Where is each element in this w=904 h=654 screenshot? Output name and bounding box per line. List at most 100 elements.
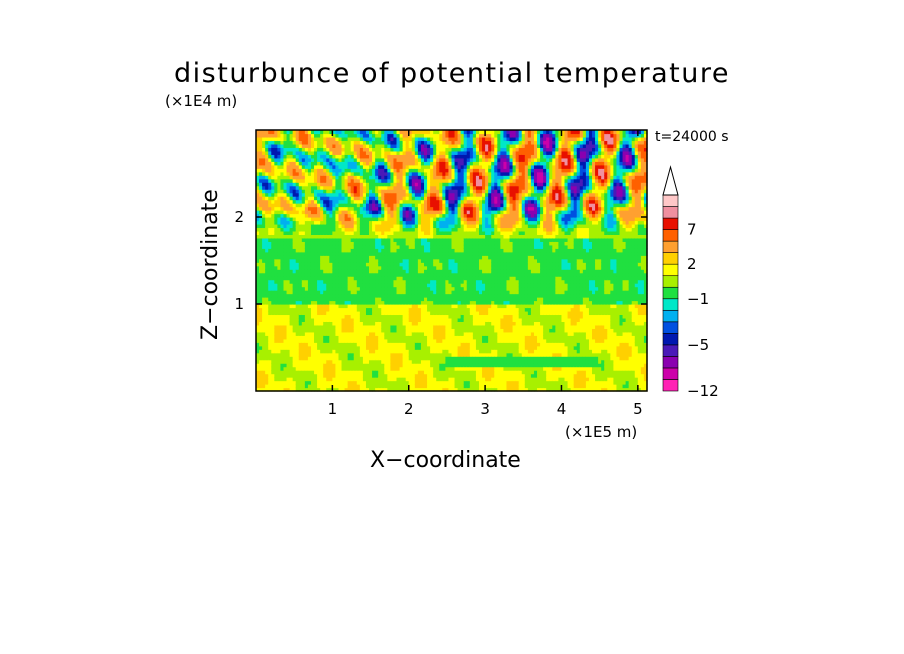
field-cell: [268, 356, 272, 361]
field-cell: [307, 352, 312, 357]
field-cell: [405, 230, 410, 235]
field-cell: [256, 356, 260, 361]
field-cell: [365, 293, 370, 298]
field-cell: [439, 130, 443, 135]
field-cell: [271, 203, 275, 208]
field-cell: [298, 317, 303, 322]
field-cell: [341, 213, 346, 218]
field-cell: [411, 241, 416, 246]
field-cell: [369, 366, 373, 371]
field-cell: [289, 370, 294, 375]
field-cell: [277, 380, 282, 385]
field-cell: [268, 335, 272, 340]
field-cell: [262, 143, 266, 148]
field-cell: [268, 203, 272, 208]
field-cell: [384, 373, 388, 378]
field-cell: [259, 370, 263, 375]
field-cell: [332, 189, 337, 194]
field-cell: [320, 189, 324, 194]
field-cell: [271, 314, 275, 319]
field-cell: [286, 265, 291, 270]
field-cell: [277, 213, 282, 218]
field-cell: [390, 213, 395, 218]
field-cell: [424, 387, 428, 392]
field-cell: [420, 276, 425, 281]
field-cell: [329, 304, 333, 309]
field-cell: [457, 269, 462, 274]
field-cell: [390, 356, 395, 361]
field-cell: [375, 384, 379, 389]
field-cell: [420, 143, 425, 148]
field-cell: [417, 227, 422, 232]
field-cell: [262, 352, 266, 357]
field-cell: [396, 262, 401, 267]
field-cell: [292, 380, 297, 385]
field-cell: [405, 150, 410, 155]
field-cell: [323, 157, 327, 162]
field-cell: [323, 161, 327, 166]
field-cell: [262, 380, 266, 385]
field-cell: [420, 314, 425, 319]
field-cell: [375, 272, 379, 277]
field-cell: [323, 370, 327, 375]
field-cell: [442, 265, 446, 270]
field-cell: [317, 265, 321, 270]
field-cell: [314, 349, 318, 354]
field-cell: [347, 363, 352, 368]
field-cell: [381, 265, 385, 270]
field-cell: [445, 349, 450, 354]
field-cell: [326, 307, 330, 312]
field-cell: [350, 314, 355, 319]
field-cell: [259, 227, 263, 232]
field-cell: [445, 192, 450, 197]
field-cell: [405, 331, 410, 336]
field-cell: [430, 269, 434, 274]
field-cell: [405, 206, 410, 211]
field-cell: [353, 230, 358, 235]
field-cell: [359, 387, 364, 392]
field-cell: [307, 387, 312, 392]
field-cell: [451, 203, 456, 208]
field-cell: [430, 307, 434, 312]
field-cell: [341, 189, 346, 194]
field-cell: [442, 237, 446, 242]
field-cell: [411, 234, 416, 239]
field-cell: [314, 154, 318, 159]
field-cell: [384, 217, 388, 222]
field-cell: [405, 363, 410, 368]
field-cell: [277, 363, 282, 368]
field-cell: [283, 258, 288, 263]
field-cell: [344, 377, 349, 382]
field-cell: [393, 147, 398, 152]
field-cell: [307, 150, 312, 155]
field-cell: [283, 279, 288, 284]
field-cell: [399, 363, 404, 368]
field-cell: [292, 223, 297, 229]
field-cell: [292, 331, 297, 336]
field-cell: [424, 317, 428, 322]
field-cell: [304, 178, 309, 183]
field-cell: [317, 182, 321, 187]
field-cell: [359, 230, 364, 235]
field-cell: [424, 178, 428, 183]
field-cell: [283, 161, 288, 166]
field-cell: [329, 220, 333, 225]
field-cell: [384, 210, 388, 215]
field-cell: [326, 203, 330, 208]
field-cell: [445, 342, 450, 347]
field-cell: [454, 387, 459, 392]
field-cell: [359, 370, 364, 375]
field-cell: [277, 304, 282, 309]
field-cell: [271, 217, 275, 222]
field-cell: [430, 241, 434, 246]
field-cell: [411, 317, 416, 322]
field-cell: [454, 199, 459, 204]
field-cell: [405, 175, 410, 180]
field-cell: [369, 251, 373, 256]
field-cell: [399, 217, 404, 222]
field-cell: [457, 258, 462, 263]
field-cell: [451, 345, 456, 350]
field-cell: [411, 324, 416, 329]
field-cell: [448, 349, 453, 354]
field-cell: [271, 248, 275, 253]
